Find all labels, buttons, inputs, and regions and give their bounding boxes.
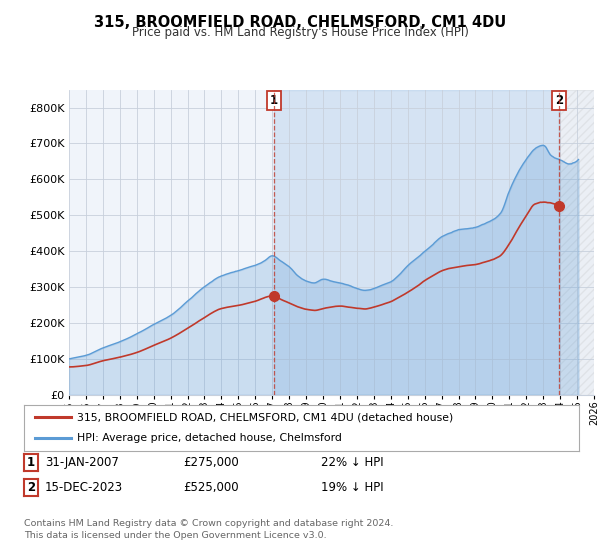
Text: 15-DEC-2023: 15-DEC-2023 — [45, 481, 123, 494]
Text: £275,000: £275,000 — [183, 456, 239, 469]
Text: £525,000: £525,000 — [183, 481, 239, 494]
Text: 22% ↓ HPI: 22% ↓ HPI — [321, 456, 383, 469]
Text: 31-JAN-2007: 31-JAN-2007 — [45, 456, 119, 469]
Text: HPI: Average price, detached house, Chelmsford: HPI: Average price, detached house, Chel… — [77, 433, 341, 444]
Text: 2: 2 — [26, 481, 35, 494]
Bar — [559, 90, 594, 395]
Text: 315, BROOMFIELD ROAD, CHELMSFORD, CM1 4DU: 315, BROOMFIELD ROAD, CHELMSFORD, CM1 4D… — [94, 15, 506, 30]
Bar — [559, 90, 594, 395]
Bar — [274, 90, 559, 395]
Text: 19% ↓ HPI: 19% ↓ HPI — [321, 481, 383, 494]
Text: Price paid vs. HM Land Registry's House Price Index (HPI): Price paid vs. HM Land Registry's House … — [131, 26, 469, 39]
Text: 1: 1 — [26, 456, 35, 469]
Text: 1: 1 — [269, 94, 278, 107]
Text: 315, BROOMFIELD ROAD, CHELMSFORD, CM1 4DU (detached house): 315, BROOMFIELD ROAD, CHELMSFORD, CM1 4D… — [77, 412, 453, 422]
Text: This data is licensed under the Open Government Licence v3.0.: This data is licensed under the Open Gov… — [24, 531, 326, 540]
Text: Contains HM Land Registry data © Crown copyright and database right 2024.: Contains HM Land Registry data © Crown c… — [24, 519, 394, 528]
Text: 2: 2 — [556, 94, 563, 107]
